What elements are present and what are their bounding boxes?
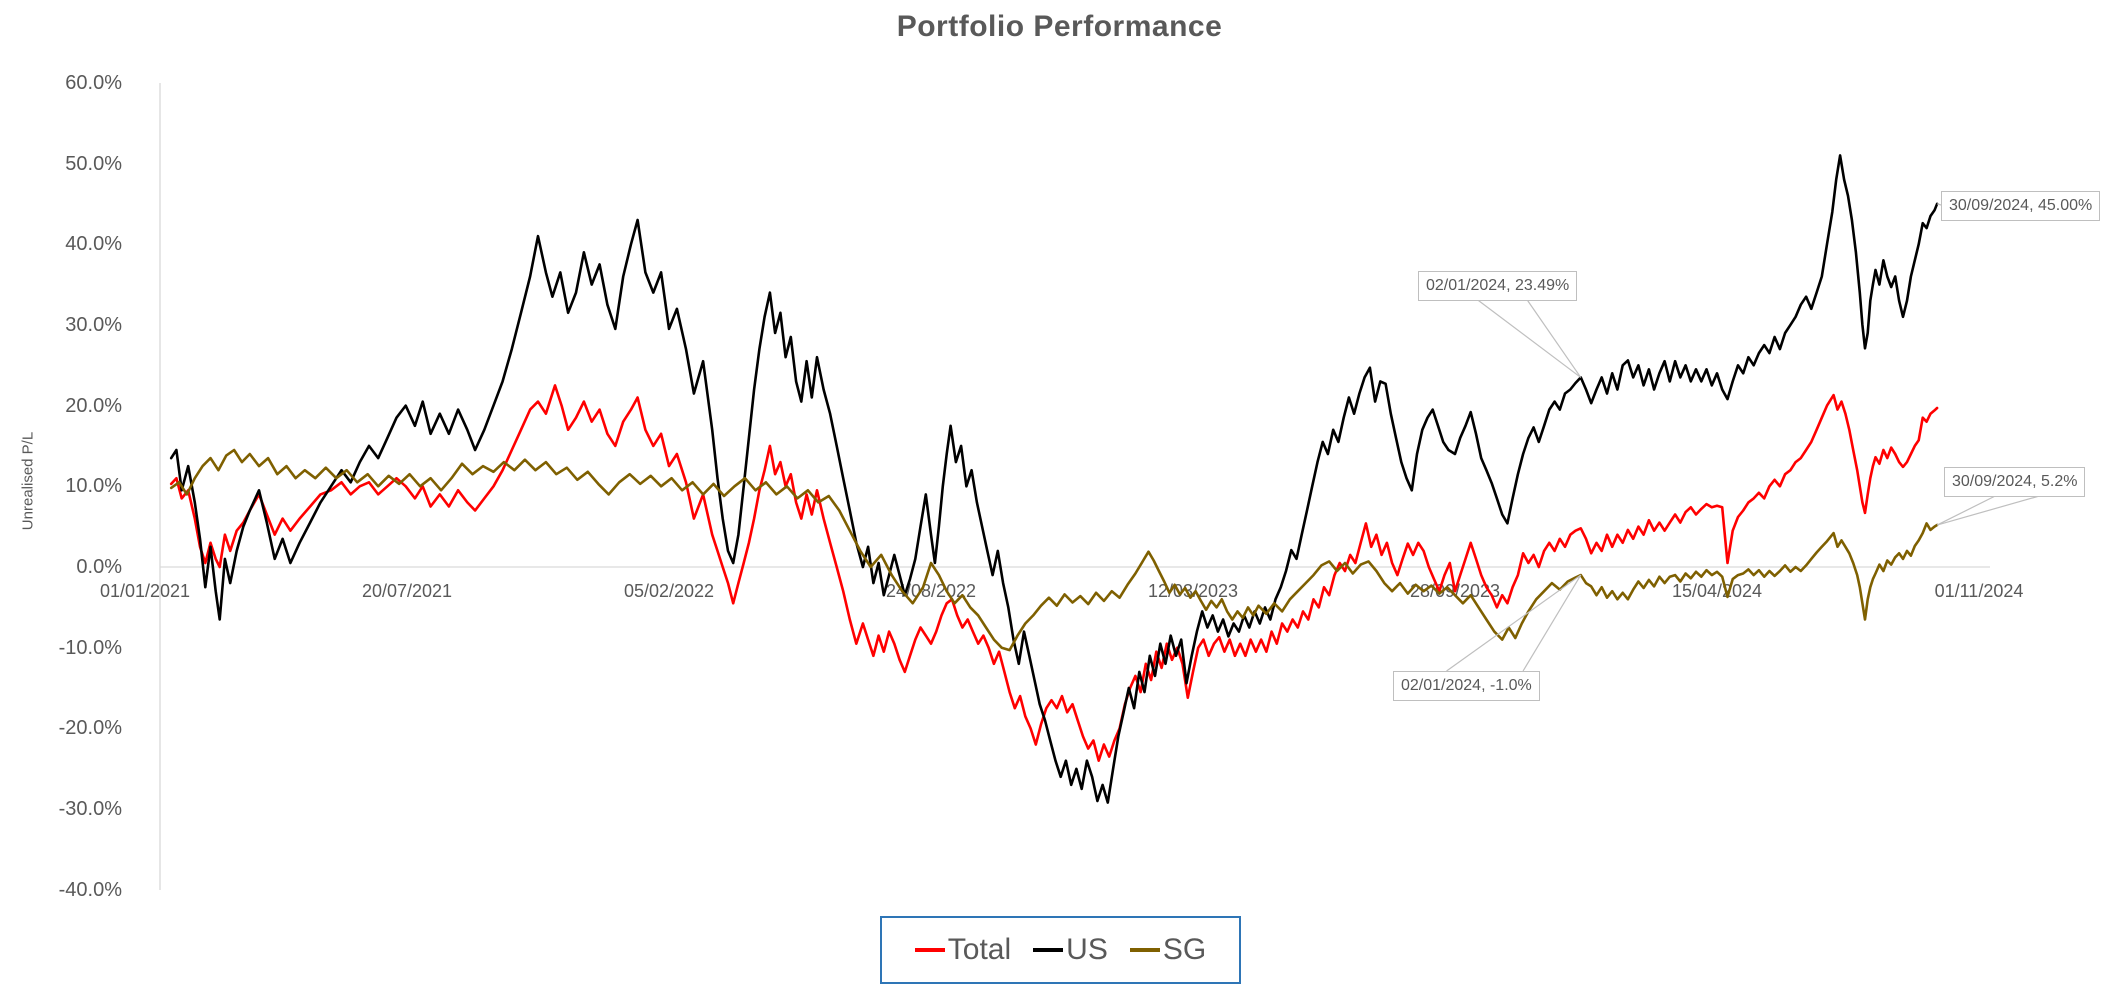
annotation-callout-sg-30-09-2024[interactable]: 30/09/2024, 5.2% xyxy=(1944,467,2086,497)
legend-line-swatch-sg xyxy=(1129,948,1160,952)
legend-label: US xyxy=(1066,933,1108,966)
y-tick-label: -30.0% xyxy=(58,798,122,821)
x-tick-label: 20/07/2021 xyxy=(361,581,453,601)
legend-item-us[interactable]: US xyxy=(1033,933,1108,967)
series-line-sg[interactable] xyxy=(169,448,1939,652)
legend-label: Total xyxy=(947,933,1012,966)
annotation-leader-line xyxy=(1522,574,1582,672)
legend[interactable]: Total US SG xyxy=(880,916,1241,984)
annotation-callout-us-30-09-2024[interactable]: 30/09/2024, 45.00% xyxy=(1941,191,2101,221)
annotation-leader-line xyxy=(1446,574,1582,672)
annotation-leader-line xyxy=(1936,494,1998,526)
y-tick-label: -10.0% xyxy=(58,636,122,659)
annotation-leader-line xyxy=(1526,298,1582,378)
annotation-leader-line xyxy=(1936,203,1942,206)
y-tick-label: 30.0% xyxy=(65,313,122,336)
y-tick-label: 0.0% xyxy=(76,556,122,578)
y-tick-label: -20.0% xyxy=(58,717,122,740)
y-tick-label: 60.0% xyxy=(65,71,122,94)
y-tick-label: 20.0% xyxy=(65,394,122,417)
series-line-us[interactable] xyxy=(169,154,1939,804)
annotation-leader-line xyxy=(1476,298,1582,378)
y-tick-label: 50.0% xyxy=(65,152,122,175)
x-tick-label: 05/02/2022 xyxy=(623,581,715,601)
legend-item-sg[interactable]: SG xyxy=(1129,933,1207,967)
x-tick-label: 15/04/2024 xyxy=(1671,581,1763,601)
x-tick-label: 01/01/2021 xyxy=(99,581,191,601)
annotation-callout-sg-02-01-2024[interactable]: 02/01/2024, -1.0% xyxy=(1393,671,1540,701)
legend-line-swatch-us xyxy=(1033,948,1064,952)
legend-item-total[interactable]: Total xyxy=(914,933,1012,967)
y-tick-label: 10.0% xyxy=(65,475,122,498)
series-line-total[interactable] xyxy=(169,384,1939,762)
legend-line-swatch-total xyxy=(914,948,945,952)
legend-label: SG xyxy=(1162,933,1207,966)
x-tick-label: 01/11/2024 xyxy=(1934,581,2024,601)
x-tick-label: 12/03/2023 xyxy=(1147,581,1239,601)
annotation-callout-us-02-01-2024[interactable]: 02/01/2024, 23.49% xyxy=(1418,271,1578,301)
annotation-leader-line xyxy=(1936,494,2043,526)
y-tick-label: 40.0% xyxy=(65,233,122,256)
y-tick-label: -40.0% xyxy=(58,878,122,901)
